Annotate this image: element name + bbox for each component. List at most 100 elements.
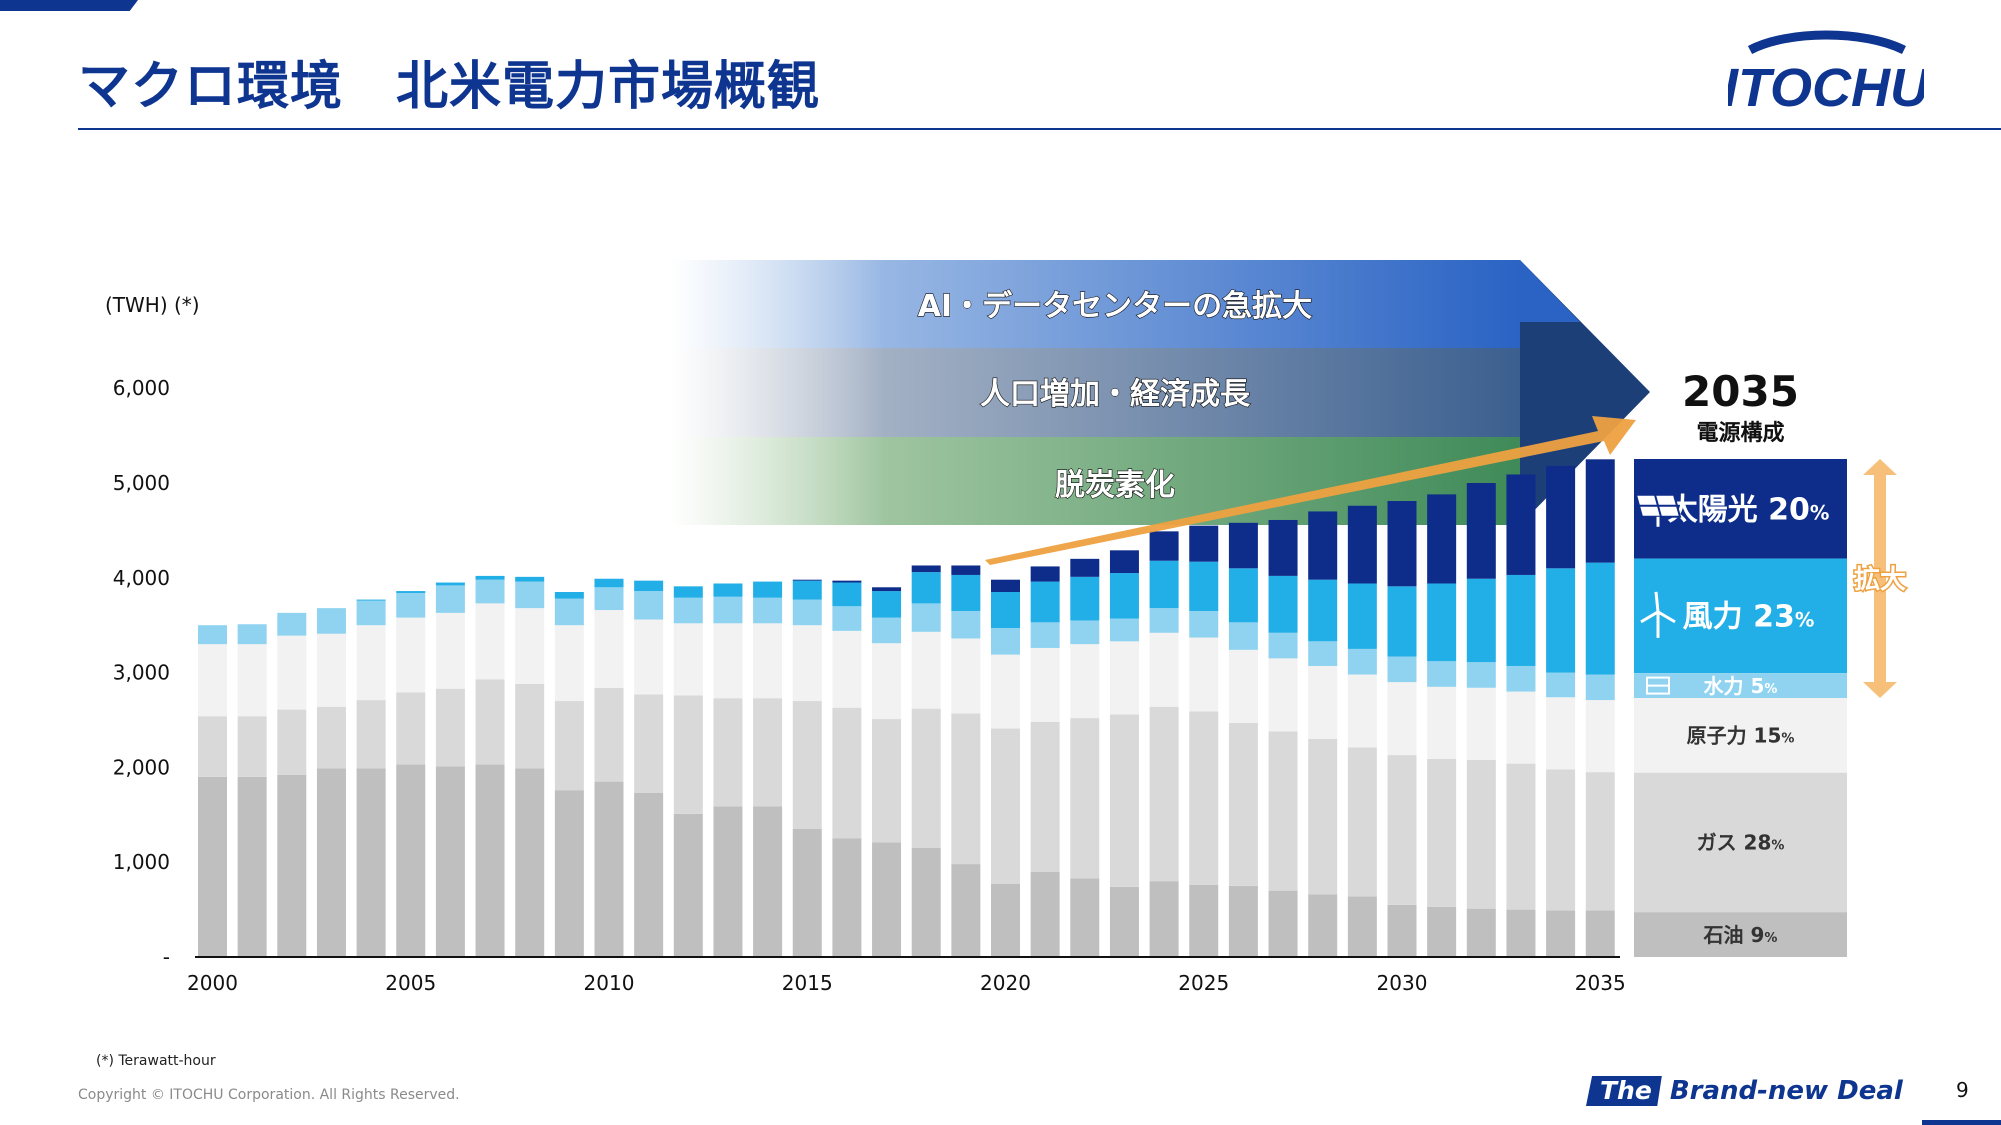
y-tick-label: 5,000 [113, 471, 170, 495]
bar-segment-hydro [554, 598, 584, 626]
bar-segment-oil [911, 847, 941, 957]
top-left-accent [0, 0, 138, 11]
bar-segment-hydro [435, 585, 465, 613]
composition-label: 太陽光 20% [1668, 493, 1830, 528]
bar-segment-wind [396, 591, 426, 593]
bar-segment-solar [1427, 494, 1457, 584]
bar-segment-hydro [1466, 662, 1496, 688]
bar-segment-oil [1228, 885, 1258, 957]
bar-segment-oil [475, 764, 505, 957]
bar-segment-nuclear [396, 617, 426, 693]
tagline-text: Brand-new Deal [1669, 1076, 1903, 1106]
composition-segment-oil [1634, 912, 1847, 957]
x-axis: 2000 2005 2010 2015 2020 2025 2030 2035 [187, 971, 1626, 995]
bar-segment-hydro [1427, 661, 1457, 687]
bar-segment-solar [1030, 566, 1060, 582]
bar-segment-solar [1109, 550, 1139, 574]
bar-segment-solar [1268, 519, 1298, 576]
bar-segment-gas [951, 713, 981, 865]
bar-segment-hydro [832, 606, 862, 631]
bar-segment-solar [792, 579, 822, 581]
bar-segment-nuclear [872, 643, 902, 720]
bar-segment-nuclear [1070, 644, 1100, 719]
y-tick-label: 3,000 [113, 661, 170, 685]
bar-segment-nuclear [753, 623, 783, 699]
bar-segment-wind [594, 578, 624, 588]
bar-segment-oil [1070, 878, 1100, 957]
bar-segment-nuclear [713, 623, 743, 699]
bar-segment-oil [713, 806, 743, 957]
bar-segment-hydro [1109, 618, 1139, 642]
bar-segment-hydro [634, 591, 664, 620]
dam-icon [1646, 676, 1670, 695]
bar-segment-wind [1427, 583, 1457, 662]
bar-segment-gas [277, 709, 307, 775]
y-axis: - 1,000 2,000 3,000 4,000 5,000 6,000 [113, 376, 170, 969]
y-tick-label: - [163, 945, 170, 969]
bar-segment-oil [356, 768, 386, 957]
bar-segment-oil [753, 806, 783, 957]
bar-segment-oil [634, 792, 664, 957]
bar-segment-hydro [1546, 672, 1576, 698]
composition-label: ガス 28% [1697, 831, 1785, 855]
bar-segment-hydro [872, 617, 902, 644]
bar-segment-nuclear [594, 610, 624, 688]
bar-segment-nuclear [1268, 658, 1298, 732]
bar-segment-wind [1070, 576, 1100, 621]
bar-segment-nuclear [1347, 674, 1377, 748]
bar-segment-oil [792, 829, 822, 957]
bar-segment-solar [1546, 465, 1576, 569]
bar-segment-solar [1189, 525, 1219, 562]
bar-segment-solar [911, 565, 941, 573]
bar-segment-gas [1149, 706, 1179, 882]
bar-segment-wind [554, 592, 584, 599]
bar-segment-oil [1149, 881, 1179, 957]
bar-segment-hydro [1149, 608, 1179, 633]
bar-segment-hydro [277, 612, 307, 636]
bar-segment-gas [237, 716, 267, 777]
bar-segment-hydro [1070, 620, 1100, 645]
bar-segment-oil [1546, 910, 1576, 957]
bar-segment-gas [991, 728, 1020, 885]
bar-segment-hydro [475, 579, 505, 604]
bar-segment-hydro [1228, 622, 1258, 650]
page-number: 9 [1956, 1078, 1969, 1102]
bar-segment-oil [594, 781, 624, 957]
bar-segment-nuclear [911, 631, 941, 709]
bar-segment-hydro [673, 597, 703, 624]
bar-segment-nuclear [515, 608, 545, 684]
itochu-logo: ITOCHU [1728, 30, 1924, 114]
bar-segment-gas [1546, 769, 1576, 911]
y-axis-unit: (TWH) (*) [105, 293, 200, 317]
bar-segment-gas [515, 683, 545, 769]
copyright: Copyright © ITOCHU Corporation. All Righ… [78, 1087, 460, 1103]
bar-segment-wind [1228, 568, 1258, 623]
bar-segment-gas [594, 687, 624, 782]
bar-segment-gas [1308, 738, 1338, 895]
bar-segment-solar [1387, 501, 1417, 587]
driver-label: 脱炭素化 [1055, 468, 1175, 503]
page-title: マクロ環境 北米電力市場概観 [78, 57, 821, 117]
composition-label: 風力 23% [1683, 600, 1815, 635]
bar-segment-gas [475, 679, 505, 765]
growth-arrow [985, 416, 1636, 565]
title-divider [78, 128, 2001, 130]
bar-segment-wind [515, 576, 545, 582]
bar-segment-hydro [1506, 665, 1536, 692]
bar-segment-gas [1427, 758, 1457, 907]
bar-segment-oil [1585, 910, 1615, 957]
bar-segment-gas [1387, 755, 1417, 905]
bar-segment-gas [673, 695, 703, 814]
x-tick-label: 2025 [1178, 971, 1229, 995]
bar-segment-gas [1506, 763, 1536, 910]
bar-segment-wind [673, 586, 703, 598]
y-tick-label: 4,000 [113, 566, 170, 590]
bar-segment-nuclear [1546, 697, 1576, 770]
bar-segment-oil [237, 776, 267, 957]
bar-segment-gas [1585, 772, 1615, 911]
bar-segment-hydro [1268, 632, 1298, 659]
bar-segment-gas [911, 708, 941, 848]
bar-segment-gas [753, 698, 783, 807]
bar-segment-gas [792, 701, 822, 830]
bar-segment-oil [1308, 894, 1338, 957]
